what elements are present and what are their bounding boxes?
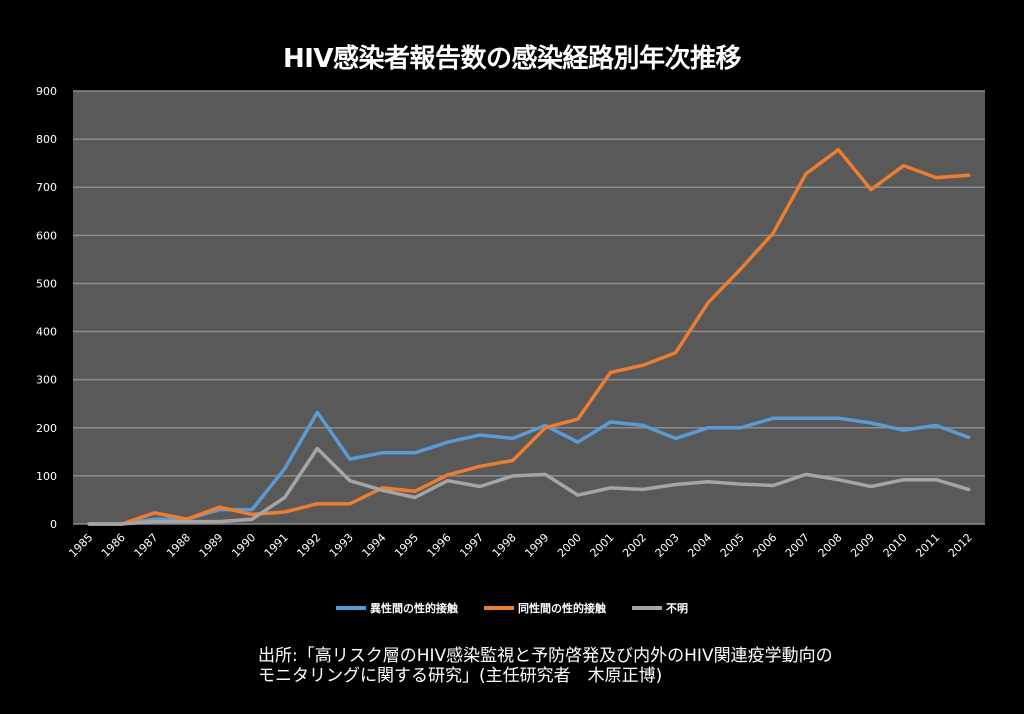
- x-tick-label: 1988: [164, 531, 193, 560]
- legend-label: 不明: [666, 602, 688, 615]
- x-tick-label: 1998: [490, 531, 519, 560]
- source-note: 出所:「高リスク層のHIV感染監視と予防啓発及び内外のHIV関連疫学動向の モニ…: [258, 646, 833, 686]
- legend-item-1: 異性間の性的接触: [336, 600, 458, 616]
- legend-swatch: [632, 606, 662, 610]
- x-tick-label: 1996: [425, 531, 454, 560]
- y-tick-label: 300: [36, 374, 57, 387]
- y-tick-label: 100: [36, 470, 57, 483]
- y-tick-label: 900: [36, 85, 57, 98]
- plot-area: [73, 91, 985, 524]
- legend-item-3: 不明: [632, 600, 688, 616]
- x-tick-label: 2005: [718, 531, 747, 560]
- series-line-3: [87, 446, 971, 526]
- y-tick-label: 500: [36, 277, 57, 290]
- x-tick-label: 1985: [66, 531, 95, 560]
- x-tick-label: 2003: [653, 531, 682, 560]
- legend-label: 同性間の性的接触: [518, 602, 606, 615]
- y-tick-label: 400: [36, 326, 57, 339]
- legend-swatch: [336, 606, 366, 610]
- source-line-2: モニタリングに関する研究」(主任研究者 木原正博): [258, 666, 663, 686]
- series-line-2: [87, 147, 971, 526]
- x-tick-label: 2000: [555, 531, 584, 560]
- legend-item-2: 同性間の性的接触: [484, 600, 606, 616]
- y-tick-label: 700: [36, 181, 57, 194]
- chart-title: HIV感染者報告数の感染経路別年次推移: [282, 44, 742, 74]
- chart-legend: 異性間の性的接触 同性間の性的接触 不明: [0, 600, 1024, 616]
- source-line-1: 出所:「高リスク層のHIV感染監視と予防啓発及び内外のHIV関連疫学動向の: [258, 646, 833, 666]
- x-tick-label: 2004: [685, 531, 714, 560]
- line-chart: 0 100 200 300 400 500 600 700 800 900 1985 1986 1987…: [36, 85, 985, 560]
- x-tick-label: 1994: [360, 531, 389, 560]
- y-tick-label: 200: [36, 422, 57, 435]
- x-tick-label: 2008: [816, 531, 845, 560]
- legend-swatch: [484, 606, 514, 610]
- x-tick-label: 1990: [229, 531, 258, 560]
- x-tick-label: 2006: [750, 531, 779, 560]
- x-tick-label: 2012: [946, 531, 975, 560]
- x-tick-label: 2007: [783, 531, 812, 560]
- chart-frame: HIV感染者報告数の感染経路別年次推移 0 100 200 300 400 500 600 7…: [0, 10, 1024, 702]
- x-tick-label: 2011: [913, 531, 942, 560]
- y-tick-label: 0: [50, 518, 57, 531]
- x-tick-label: 1995: [392, 531, 421, 560]
- x-tick-label: 1986: [99, 531, 128, 560]
- y-tick-label: 800: [36, 133, 57, 146]
- x-tick-label: 2010: [881, 531, 910, 560]
- x-tick-label: 2009: [848, 531, 877, 560]
- x-tick-label: 1992: [294, 531, 323, 560]
- x-tick-label: 2002: [620, 531, 649, 560]
- x-tick-label: 1989: [197, 531, 226, 560]
- legend-label: 異性間の性的接触: [370, 602, 458, 615]
- x-tick-label: 1987: [132, 531, 161, 560]
- x-tick-label: 2001: [588, 531, 617, 560]
- x-tick-label: 1997: [457, 531, 486, 560]
- x-tick-label: 1993: [327, 531, 356, 560]
- x-tick-label: 1999: [522, 531, 551, 560]
- y-tick-label: 600: [36, 229, 57, 242]
- x-tick-label: 1991: [262, 531, 291, 560]
